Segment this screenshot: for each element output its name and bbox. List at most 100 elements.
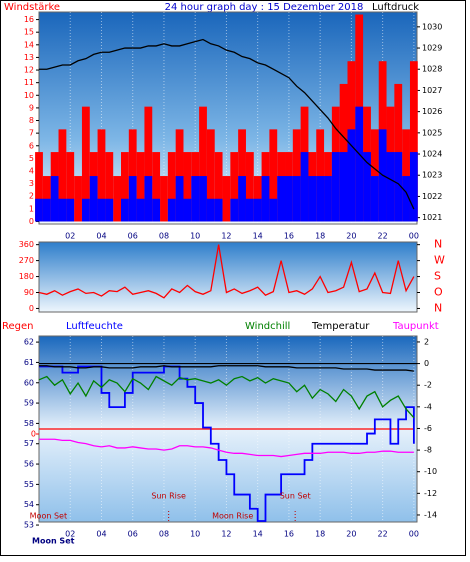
y-tick-label: 54: [24, 500, 34, 509]
bar: [245, 152, 254, 222]
y-tick-label: 13: [24, 53, 34, 62]
bar: [206, 198, 215, 222]
y2-tick-label: -12: [424, 489, 437, 498]
x-tick-label: 12: [221, 232, 231, 241]
x-tick-label: 14: [253, 232, 263, 241]
y2-tick-label: 1030: [422, 22, 442, 31]
plot-area: [38, 241, 418, 313]
y-tick-label: 15: [24, 28, 34, 37]
y-tick-label: 0: [29, 217, 34, 226]
y2-tick-label: 1025: [422, 128, 442, 137]
bar: [113, 176, 122, 222]
bar: [214, 198, 223, 222]
bar: [347, 129, 356, 222]
y2-tick-label: 1026: [422, 107, 442, 116]
bar: [35, 198, 43, 222]
y-tick-label: 8: [29, 116, 34, 125]
bar: [285, 176, 293, 222]
bar: [81, 198, 90, 222]
bar: [238, 176, 246, 222]
bar: [292, 129, 301, 222]
y-tick-label: 180: [19, 272, 34, 281]
x-tick-label: 10: [190, 232, 200, 241]
series-line: [39, 365, 414, 372]
y-tick-label: 360: [19, 240, 34, 249]
x-tick-label: 06: [128, 530, 138, 539]
y2-tick-label: -4: [424, 402, 432, 411]
bar: [42, 198, 51, 222]
x-tick-label: 22: [378, 530, 388, 539]
bar: [214, 152, 223, 222]
y-tick-label: 6: [29, 141, 34, 150]
bar: [269, 198, 278, 222]
bar: [183, 198, 192, 222]
y2-tick-label: S: [434, 270, 441, 283]
bar: [97, 198, 106, 222]
bar: [199, 106, 207, 222]
x-tick-label: 12: [221, 530, 231, 539]
bar: [175, 129, 184, 222]
bar: [175, 176, 184, 222]
x-tick-label: 08: [159, 232, 169, 241]
bar: [105, 152, 114, 222]
bar: [386, 152, 395, 222]
x-tick-label: 04: [96, 530, 106, 539]
y2-tick-label: -14: [424, 510, 437, 519]
bar: [370, 129, 379, 222]
bar: [339, 152, 348, 222]
bar: [269, 129, 278, 222]
bar: [144, 106, 153, 222]
y-tick-label: 3: [29, 179, 34, 188]
bar: [58, 198, 67, 222]
legend-label: Taupunkt: [392, 321, 439, 332]
bar: [363, 152, 371, 222]
bar: [245, 198, 254, 222]
bar: [74, 176, 82, 222]
legend-label: Regen: [2, 321, 34, 332]
y-tick-label: 55: [24, 480, 34, 489]
y2-tick-label: 2: [424, 337, 429, 346]
y-tick-label: 2: [29, 192, 34, 201]
y-tick-label: 90: [24, 288, 34, 297]
y-tick-label: 0: [29, 304, 34, 313]
bar: [136, 198, 145, 222]
bar: [230, 198, 239, 222]
series-line: [38, 244, 415, 299]
event-label: Moon Rise: [212, 512, 253, 521]
bar: [253, 198, 262, 222]
y-tick-label: 14: [24, 40, 34, 49]
y2-tick-label: 1022: [422, 192, 442, 201]
y-tick-label: 59: [24, 399, 34, 408]
bar: [89, 176, 98, 222]
legend-label: Luftfeuchte: [66, 321, 123, 332]
bar: [370, 176, 379, 222]
y-tick-label: 4: [29, 167, 34, 176]
x-tick-label: 16: [284, 232, 294, 241]
bar: [191, 176, 200, 222]
event-label: Moon Set: [30, 512, 67, 521]
y2-tick-label: 1023: [422, 171, 442, 180]
y-tick-label: 61: [24, 358, 34, 367]
chart-title: 24 hour graph day : 15 Dezember 2018: [165, 2, 364, 13]
event-label: Sun Rise: [151, 492, 186, 501]
bar: [394, 152, 403, 222]
x-tick-label: 08: [159, 530, 169, 539]
x-tick-label: 20: [346, 530, 356, 539]
y-tick-label: 60: [24, 378, 34, 387]
y-tick-label: 10: [24, 91, 34, 100]
bar: [199, 176, 207, 222]
bar: [277, 176, 286, 222]
legend-label: Temperatur: [311, 321, 370, 332]
bar: [402, 129, 410, 222]
bar: [402, 176, 410, 222]
y2-label: Luftdruck: [372, 2, 419, 13]
y2-tick-label: W: [434, 254, 445, 267]
bar: [292, 176, 301, 222]
bar: [97, 129, 106, 222]
bar: [128, 176, 137, 222]
bar: [206, 129, 215, 222]
y-tick-label: 16: [24, 15, 34, 24]
y2-tick-label: N: [434, 238, 442, 251]
legend-label: Windchill: [245, 321, 290, 332]
